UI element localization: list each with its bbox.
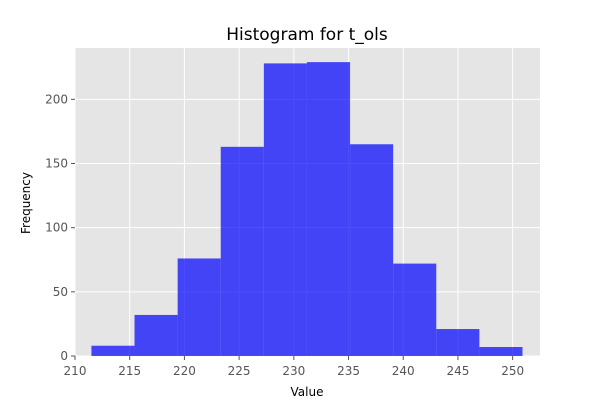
x-tick-label: 245 xyxy=(446,364,469,378)
x-axis-label: Value xyxy=(291,385,324,399)
x-tick-label: 215 xyxy=(118,364,141,378)
x-tick-label: 240 xyxy=(392,364,415,378)
histogram-bar xyxy=(91,345,135,356)
x-tick-label: 225 xyxy=(228,364,251,378)
histogram-bar xyxy=(177,258,221,356)
axis-ticks: 210 215 220 225 230 235 240 245 250 0 50 100 150 200 xyxy=(45,92,524,378)
histogram-bar xyxy=(263,63,307,357)
histogram-bar xyxy=(436,329,480,356)
histogram-bar xyxy=(306,62,351,356)
y-tick-label: 100 xyxy=(45,221,68,235)
y-tick-label: 150 xyxy=(45,157,68,171)
histogram-bar xyxy=(220,146,264,356)
y-tick-label: 50 xyxy=(53,285,68,299)
x-tick-label: 250 xyxy=(501,364,524,378)
chart-title: Histogram for t_ols xyxy=(226,25,388,45)
x-tick-label: 220 xyxy=(173,364,196,378)
histogram-bars xyxy=(91,62,523,357)
y-tick-label: 0 xyxy=(60,349,68,363)
histogram-bar xyxy=(393,263,437,356)
y-tick-label: 200 xyxy=(45,92,68,106)
x-tick-label: 210 xyxy=(64,364,87,378)
histogram-bar xyxy=(350,144,394,356)
x-tick-label: 235 xyxy=(337,364,360,378)
histogram-bar xyxy=(134,314,178,356)
histogram-bar xyxy=(479,347,523,356)
y-axis-label: Frequency xyxy=(19,172,33,234)
x-tick-label: 230 xyxy=(282,364,305,378)
